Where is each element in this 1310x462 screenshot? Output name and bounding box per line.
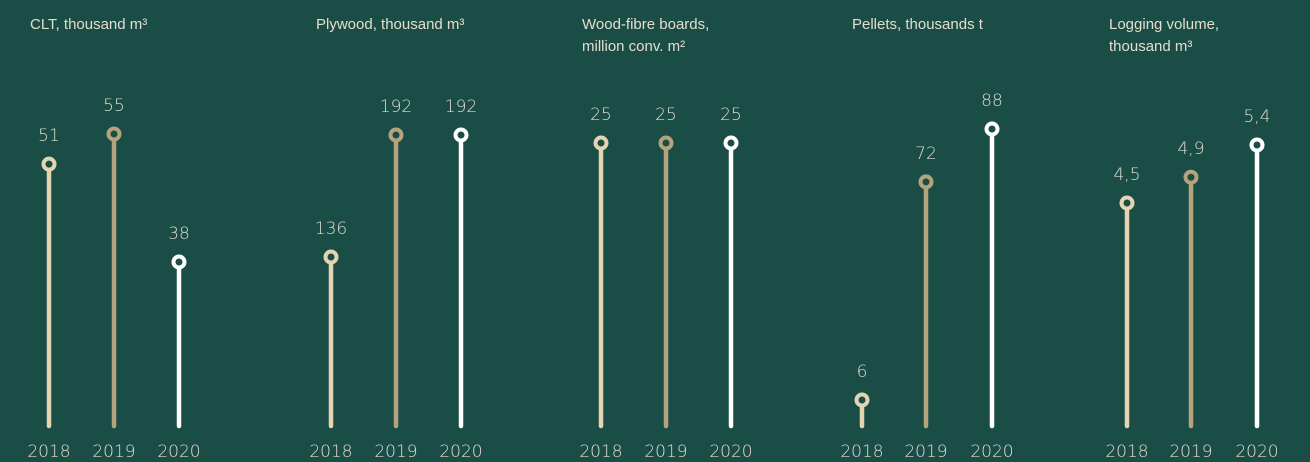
lollipop-head (106, 126, 122, 142)
lollipop-head (171, 254, 187, 270)
year-tick-label: 2020 (970, 442, 1013, 462)
year-tick-label: 2018 (27, 442, 70, 462)
value-label: 51 (38, 126, 60, 146)
lollipop-head (854, 392, 870, 408)
chart-title-plywood: Plywood, thousand m³ (316, 14, 464, 36)
lollipop-head (1119, 195, 1135, 211)
chart-title-line: Wood-fibre boards, (582, 16, 710, 33)
year-tick-label: 2020 (157, 442, 200, 462)
value-label: 6 (857, 362, 868, 382)
chart-panel-2: 136 2018 192 2019 192 2020 (309, 97, 482, 462)
lollipop-head (593, 135, 609, 151)
value-label: 25 (655, 105, 677, 125)
value-label: 55 (103, 96, 125, 116)
lollipop-head (453, 127, 469, 143)
value-label: 136 (315, 219, 347, 239)
value-label: 192 (380, 97, 412, 117)
chart-title-pellets: Pellets, thousands t (852, 14, 983, 36)
value-label: 4,9 (1177, 139, 1204, 159)
lollipop-head (41, 156, 57, 172)
chart-title-line: Plywood, thousand m³ (316, 16, 465, 33)
value-label: 5,4 (1243, 107, 1270, 127)
chart-title-line: thousand m³ (1109, 38, 1193, 55)
value-label: 88 (981, 91, 1003, 111)
chart-panel-4: 6 2018 72 2019 88 2020 (840, 91, 1013, 462)
year-tick-label: 2018 (579, 442, 622, 462)
year-tick-label: 2019 (904, 442, 947, 462)
lollipop-head (984, 121, 1000, 137)
lollipop-head (918, 174, 934, 190)
value-label: 38 (168, 224, 190, 244)
value-label: 25 (720, 105, 742, 125)
chart-panel-5: 4,5 2018 4,9 2019 5,4 2020 (1105, 107, 1278, 462)
year-tick-label: 2020 (709, 442, 752, 462)
chart-title-line: CLT, thousand m³ (30, 16, 148, 33)
lollipop-head (723, 135, 739, 151)
year-tick-label: 2020 (439, 442, 482, 462)
year-tick-label: 2019 (644, 442, 687, 462)
year-tick-label: 2018 (309, 442, 352, 462)
lollipop-head (388, 127, 404, 143)
chart-title-line: Pellets, thousands t (852, 16, 983, 33)
chart-title-line: Logging volume, (1109, 16, 1220, 33)
value-label: 25 (590, 105, 612, 125)
lollipop-head (658, 135, 674, 151)
chart-panel-1: 51 2018 55 2019 38 2020 (27, 96, 200, 462)
year-tick-label: 2018 (1105, 442, 1148, 462)
lollipop-head (1183, 169, 1199, 185)
year-tick-label: 2018 (840, 442, 883, 462)
value-label: 4,5 (1113, 165, 1140, 185)
value-label: 72 (915, 144, 937, 164)
lollipop-head (1249, 137, 1265, 153)
year-tick-label: 2019 (374, 442, 417, 462)
lollipop-head (323, 249, 339, 265)
year-tick-label: 2020 (1235, 442, 1278, 462)
value-label: 192 (445, 97, 477, 117)
chart-panel-3: 25 2018 25 2019 25 2020 (579, 105, 752, 462)
year-tick-label: 2019 (92, 442, 135, 462)
chart-title-logging-volume: Logging volume, thousand m³ (1109, 14, 1219, 58)
chart-title-wood-fibre-boards: Wood-fibre boards, million conv. m² (582, 14, 709, 58)
chart-title-clt: CLT, thousand m³ (30, 14, 147, 36)
chart-title-line: million conv. m² (582, 38, 686, 55)
year-tick-label: 2019 (1169, 442, 1212, 462)
